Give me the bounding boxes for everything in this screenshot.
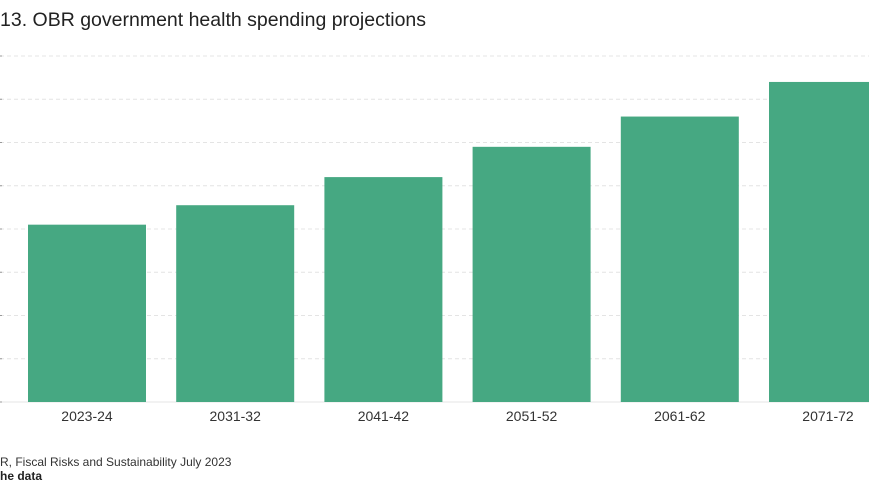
- source-note: R, Fiscal Risks and Sustainability July …: [0, 455, 232, 469]
- bar-2023-24[interactable]: [28, 224, 146, 402]
- chart-title: 13. OBR government health spending proje…: [0, 9, 427, 31]
- bar-2061-62[interactable]: [620, 116, 739, 403]
- bars: [28, 81, 869, 403]
- x-axis-tick-labels: 2023-24 2031-32 2041-42 2051-52 2061-62 2071-…: [61, 408, 854, 424]
- x-tick-label: 2071-72: [802, 408, 854, 424]
- x-tick-label: 2023-24: [61, 408, 113, 424]
- x-tick-label: 2031-32: [210, 408, 262, 424]
- get-the-data-link[interactable]: he data: [0, 469, 43, 483]
- x-tick-label: 2061-62: [654, 408, 706, 424]
- bar-chart: 2023-24 2031-32 2041-42 2051-52 2061-62 2071-…: [0, 55, 869, 424]
- bar-2071-72[interactable]: [769, 81, 869, 402]
- x-tick-label: 2041-42: [358, 408, 410, 424]
- bar-2041-42[interactable]: [324, 177, 443, 402]
- bar-2031-32[interactable]: [176, 205, 295, 402]
- x-tick-label: 2051-52: [506, 408, 558, 424]
- bar-2051-52[interactable]: [472, 146, 591, 402]
- chart-footer: R, Fiscal Risks and Sustainability July …: [0, 455, 231, 483]
